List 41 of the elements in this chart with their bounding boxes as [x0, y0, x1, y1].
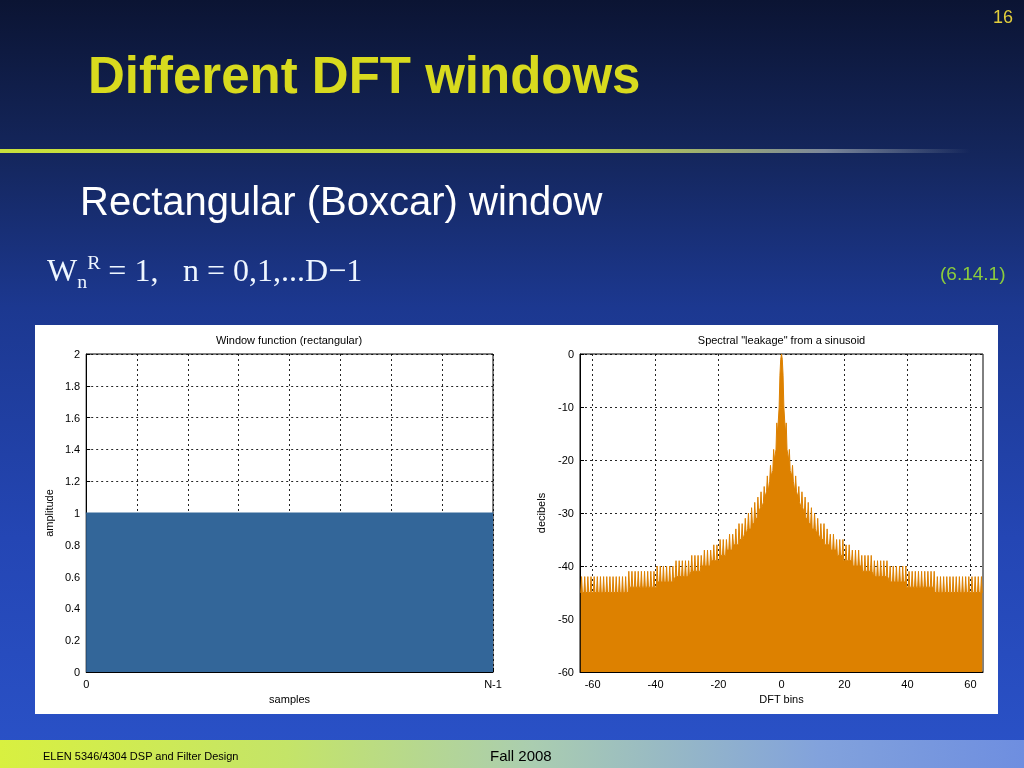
x-tick-label: 60	[964, 677, 977, 690]
y-tick-label: -60	[558, 666, 574, 678]
x-tick-label: 20	[838, 677, 851, 690]
y-tick-label: 1.8	[64, 379, 81, 392]
y-tick-label: -20	[558, 454, 574, 466]
y-tick-label: 1.4	[64, 443, 81, 456]
x-axis-title: samples	[269, 693, 311, 706]
y-tick-label: 0	[567, 348, 574, 360]
y-tick-label: -40	[558, 560, 574, 572]
x-tick-label: 40	[901, 677, 914, 690]
text: Different DFT windows	[88, 47, 641, 104]
y-tick-label: 1.6	[64, 411, 81, 424]
x-tick-label: -20	[710, 677, 727, 690]
y-tick-label: -30	[558, 507, 574, 519]
x-tick-label: -60	[584, 677, 601, 690]
x-axis-title: DFT bins	[759, 693, 805, 706]
y-tick-label: 0.4	[64, 602, 81, 615]
y-tick-label: -10	[558, 401, 574, 413]
y-axis-title: decibels	[534, 492, 547, 534]
x-tick-label: -40	[647, 677, 664, 690]
y-tick-label: 0	[74, 666, 81, 678]
y-tick-label: -50	[558, 613, 574, 625]
text: (6.14.1)	[940, 263, 1006, 284]
text: W$_{n}$$^{R}$ = 1,	[47, 251, 159, 293]
x-tick-label: 0	[83, 677, 90, 690]
chart-title: Window function (rectangular)	[215, 334, 363, 346]
x-tick-label: N-1	[484, 677, 502, 690]
y-tick-label: 0.8	[64, 538, 81, 551]
y-tick-label: 0.2	[64, 634, 81, 647]
text: Rectangular (Boxcar) window	[80, 179, 603, 223]
y-axis-title: amplitude	[42, 489, 55, 537]
chart-title: Spectral "leakage" from a sinusoid	[697, 334, 866, 346]
text: n = 0,1,...D−1	[183, 252, 363, 288]
y-tick-label: 0.6	[64, 570, 81, 583]
y-tick-label: 1	[74, 507, 81, 519]
text: Fall 2008	[490, 747, 552, 764]
text: 16	[993, 7, 1014, 27]
y-tick-label: 1.2	[64, 475, 81, 488]
x-tick-label: 0	[778, 677, 785, 690]
y-tick-label: 2	[74, 348, 81, 360]
text: ELEN 5346/4304 DSP and Filter Design	[43, 750, 239, 762]
